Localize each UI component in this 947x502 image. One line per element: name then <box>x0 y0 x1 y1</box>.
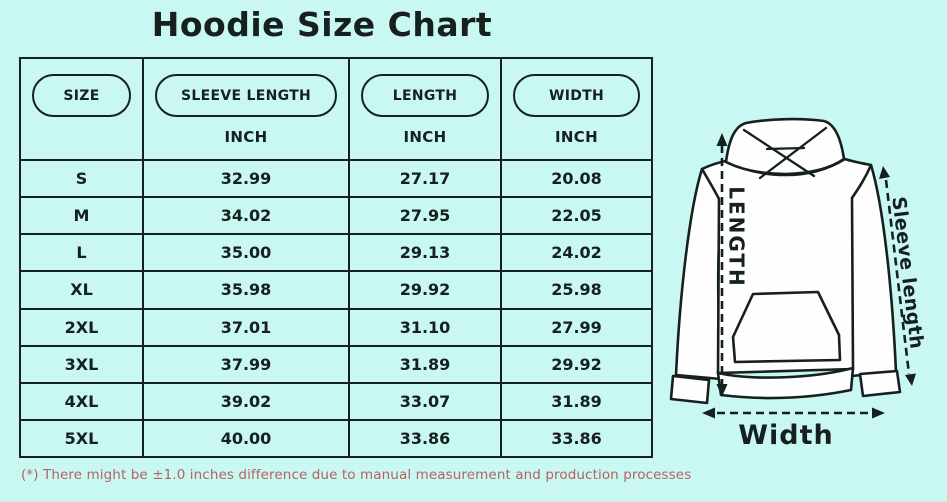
hood-left-lapel <box>742 128 816 178</box>
hoodie-measurement-diagram: LENGTH Sleeve length Width <box>669 117 928 451</box>
size-label-cell: 5XL <box>21 418 142 456</box>
table-cell: 29.92 <box>348 270 500 308</box>
width-arrowhead-right <box>872 407 885 419</box>
size-label-cell: M <box>21 196 142 233</box>
table-cell: 33.07 <box>348 381 500 419</box>
hoodie-left-cuff <box>669 374 711 405</box>
size-label-cell: S <box>21 159 142 196</box>
hoodie-hood <box>724 117 846 176</box>
size-label-cell: 3XL <box>21 344 142 382</box>
table-cell: 32.99 <box>142 159 348 197</box>
table-cell: 33.86 <box>500 418 651 456</box>
page-title: Hoodie Size Chart <box>151 5 493 44</box>
hood-right-lapel <box>758 126 828 180</box>
size-table: SIZE SLEEVE LENGTH INCH LENGTH INCH WIDT… <box>19 57 653 458</box>
table-cell: 27.17 <box>348 159 500 197</box>
table-cell: 37.01 <box>142 307 348 345</box>
length-header-pill: LENGTH <box>361 74 489 117</box>
size-label-cell: 2XL <box>21 307 142 345</box>
size-label-cell: L <box>21 233 142 270</box>
table-cell: 34.02 <box>142 196 348 234</box>
table-cell: 37.99 <box>142 344 348 382</box>
table-cell: 35.00 <box>142 233 348 271</box>
measurement-arrows <box>702 133 916 419</box>
width-unit-label: INCH <box>555 128 598 146</box>
hoodie-pocket <box>731 290 842 364</box>
width-arrowhead-left <box>702 407 715 419</box>
column-header-sleeve-length: SLEEVE LENGTH INCH <box>142 59 348 159</box>
table-cell: 27.95 <box>348 196 500 234</box>
length-arrowhead-top <box>716 133 728 146</box>
table-cell: 29.92 <box>500 344 651 382</box>
table-cell: 31.89 <box>348 344 500 382</box>
length-arrowhead-bottom <box>716 384 728 397</box>
table-cell: 20.08 <box>500 159 651 197</box>
width-dimension-label: Width <box>738 420 834 451</box>
sleeve-arrowhead-top <box>879 166 890 179</box>
sleeve-length-header-pill: SLEEVE LENGTH <box>155 74 337 117</box>
sleeve-length-arrow <box>884 179 911 375</box>
width-header-pill: WIDTH <box>513 74 640 117</box>
table-cell: 31.89 <box>500 381 651 419</box>
hood-inner-edge <box>765 146 806 151</box>
measurement-disclaimer: (*) There might be ±1.0 inches differenc… <box>21 467 692 483</box>
table-cell: 31.10 <box>348 307 500 345</box>
hoodie-left-sleeve <box>674 167 725 381</box>
sleeve-length-unit-label: INCH <box>224 128 268 146</box>
sleeve-arrowhead-bottom <box>905 373 916 386</box>
table-cell: 39.02 <box>142 381 348 419</box>
table-cell: 24.02 <box>500 233 651 271</box>
table-cell: 27.99 <box>500 307 651 345</box>
table-cell: 40.00 <box>142 418 348 456</box>
table-cell: 29.13 <box>348 233 500 271</box>
table-cell: 25.98 <box>500 270 651 308</box>
column-header-size: SIZE <box>21 59 142 159</box>
table-cell: 35.98 <box>142 270 348 308</box>
hoodie-illustration <box>669 117 902 405</box>
size-label-cell: 4XL <box>21 381 142 419</box>
size-label-cell: XL <box>21 270 142 307</box>
length-unit-label: INCH <box>403 128 447 146</box>
length-dimension-label: LENGTH <box>725 186 749 288</box>
hoodie-hem-band <box>716 366 855 400</box>
table-cell: 33.86 <box>348 418 500 456</box>
size-header-pill: SIZE <box>32 74 131 117</box>
hoodie-right-cuff <box>858 369 902 398</box>
table-cell: 22.05 <box>500 196 651 234</box>
column-header-length: LENGTH INCH <box>348 59 500 159</box>
column-header-width: WIDTH INCH <box>500 59 651 159</box>
